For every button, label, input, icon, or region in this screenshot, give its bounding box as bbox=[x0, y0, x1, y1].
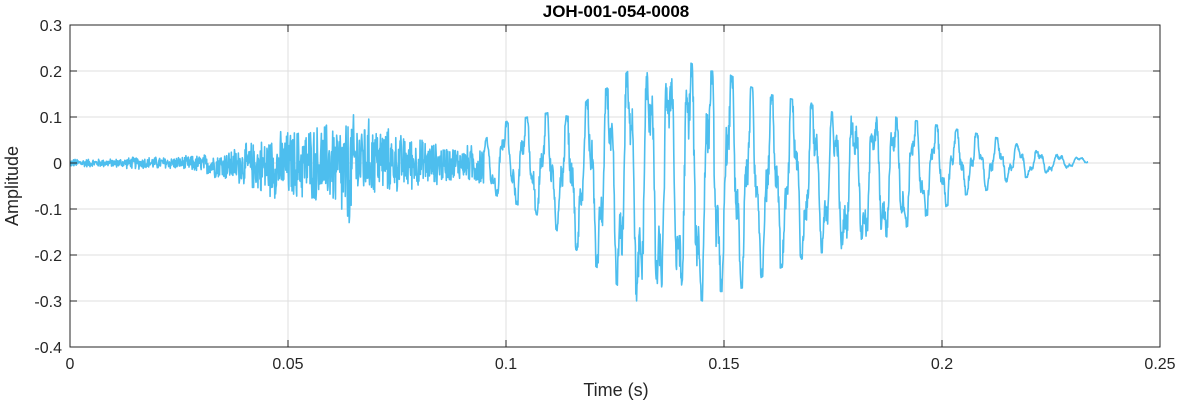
y-tick-label: -0.2 bbox=[34, 248, 62, 265]
waveform-series bbox=[69, 62, 1089, 302]
x-axis-title: Time (s) bbox=[583, 380, 648, 400]
y-tick-label: -0.3 bbox=[34, 294, 62, 311]
x-tick-label: 0.25 bbox=[1144, 356, 1175, 373]
y-tick-label: 0 bbox=[53, 156, 62, 173]
y-tick-label: 0.1 bbox=[40, 110, 62, 127]
y-tick-label: 0.3 bbox=[40, 18, 62, 35]
x-tick-label: 0 bbox=[66, 356, 75, 373]
y-axis-title: Amplitude bbox=[2, 146, 22, 226]
x-tick-label: 0.1 bbox=[495, 356, 517, 373]
chart-title: JOH-001-054-0008 bbox=[543, 2, 689, 21]
y-tick-label: -0.4 bbox=[34, 340, 62, 357]
y-tick-label: -0.1 bbox=[34, 202, 62, 219]
x-tick-label: 0.05 bbox=[272, 356, 303, 373]
grid-lines bbox=[70, 25, 1160, 347]
y-tick-label: 0.2 bbox=[40, 64, 62, 81]
x-tick-label: 0.15 bbox=[708, 356, 739, 373]
x-tick-label: 0.2 bbox=[931, 356, 953, 373]
plot-frame bbox=[69, 24, 1161, 348]
axis-ticks: 0 0.05 0.1 0.15 0.2 0.25 -0.4 -0.3 -0.2 -0.1 0 0.1 0… bbox=[34, 18, 1175, 373]
